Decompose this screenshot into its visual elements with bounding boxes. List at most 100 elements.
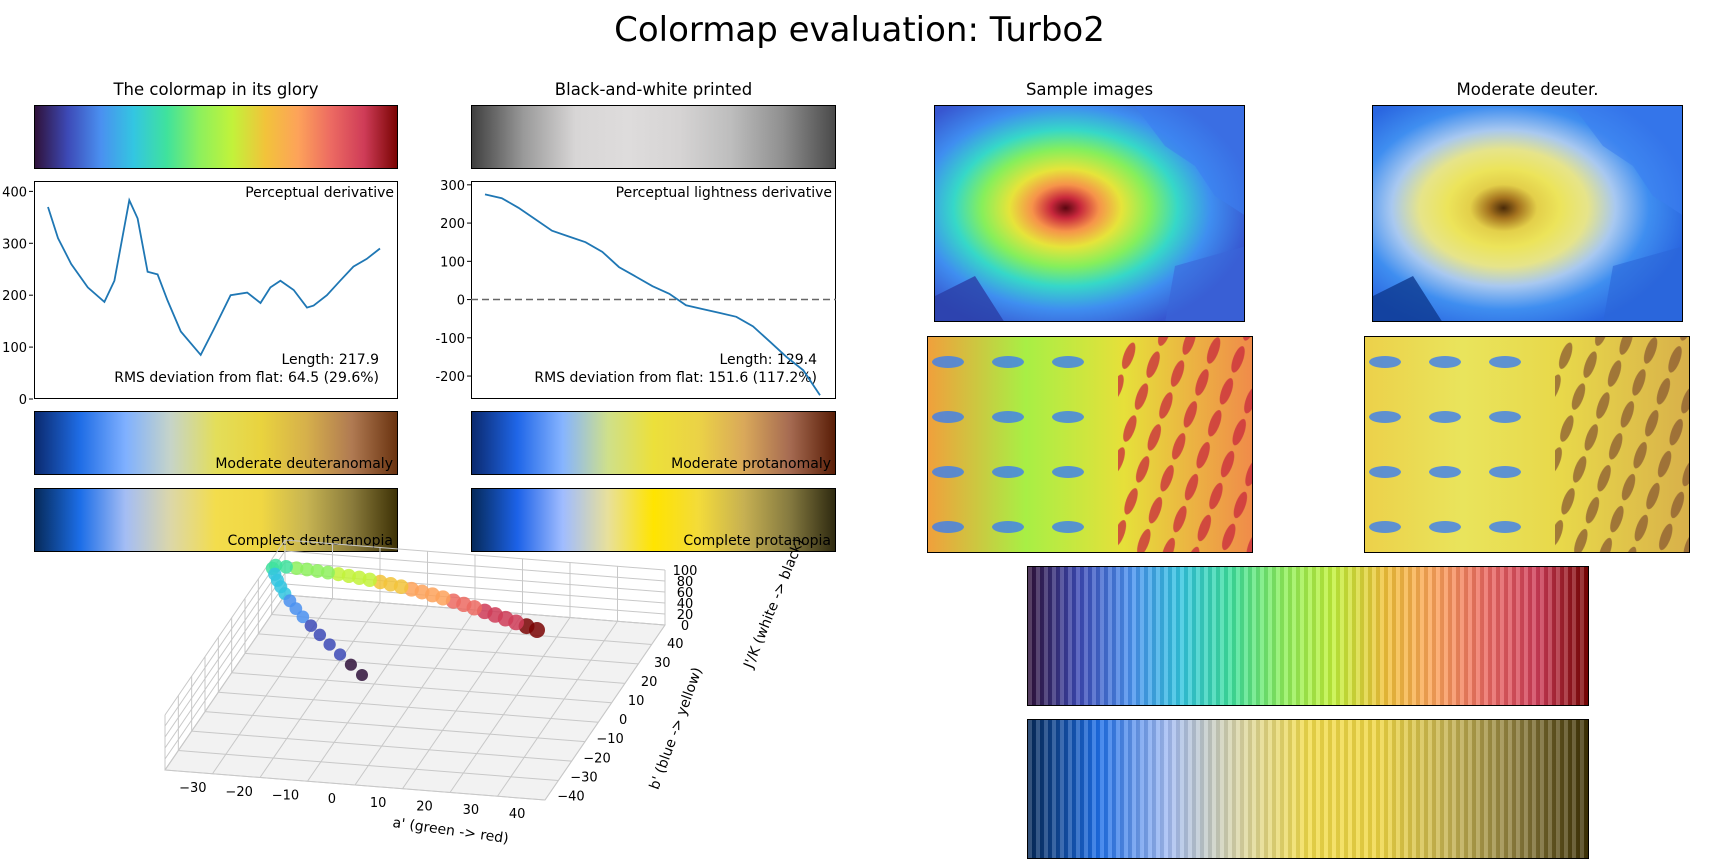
grid-line [164,594,286,771]
3d-ytick-label: −30 [570,770,597,785]
3d-ytick-label: −20 [583,751,610,766]
ytick-label: 0 [19,393,27,408]
comp-protanopia-label: Complete protanopia [683,533,831,549]
lightness-derivative-axes: Perceptual lightness derivative Length: … [471,181,836,399]
grid-line [164,769,546,801]
grid-line [497,620,618,797]
3d-xtick-label: 20 [416,799,433,814]
scatter-point [323,638,336,651]
3d-yticks: −40 −30 −20 −10 010 20 30 40 [557,637,683,804]
grid-line [271,613,652,645]
sample-pattern-graphic [928,337,1252,552]
grid-line [259,602,381,778]
3d-xticks: −30 −20 −10 0 10 20 30 40 [179,781,525,822]
grid-line [218,691,599,723]
3d-ztick-label: 20 [677,608,694,623]
ytick-label: 200 [2,289,27,304]
ytick-label: 200 [440,217,465,232]
3d-xlabel: a' (green -> red) [392,815,510,847]
3d-ytick-label: 40 [667,637,684,652]
sample-pattern-image [927,336,1253,553]
comp-protanopia-bar: Complete protanopia [471,488,836,552]
scatter-point [331,567,346,582]
scatter-point [289,602,303,615]
sample-terrain-image [934,105,1245,322]
3d-xtick-label: −10 [272,789,299,804]
series-line [484,193,821,396]
3d-grid [164,539,666,801]
colorspace-3d-scatter: −30 −20 −10 0 10 20 30 40 −40 −30 −20 −10 0 10 20 30 40… [164,536,808,847]
3d-ztick-label: 0 [681,619,689,634]
figure-title: Colormap evaluation: Turbo2 [614,10,1105,50]
grid-line [402,613,523,790]
grid-line [354,609,476,786]
light-length: Length: 129.4 [719,352,817,368]
ytick-label: -200 [435,370,465,385]
glory-title: The colormap in its glory [113,80,319,99]
deriv-title: Perceptual derivative [245,185,394,201]
mod-deuteranomaly-label: Moderate deuteranomaly [215,456,393,472]
scatter-point [300,562,314,577]
3d-ztick-label: 80 [677,575,694,590]
3d-xtick-label: −20 [225,785,252,800]
light-rms: RMS deviation from flat: 151.6 (117.2%) [534,370,817,386]
3d-xtick-label: 30 [463,803,480,818]
grid-line [164,561,286,738]
ytick-label: 300 [440,179,465,194]
sample-terrain-graphic [935,106,1244,321]
ytick-label: -100 [435,332,465,347]
scatter-point [279,560,293,574]
grid-line [244,652,626,684]
ytick-label: 400 [2,185,27,200]
ytick-label: 300 [2,237,27,252]
perceptual-derivative-axes: Perceptual derivative Length: 217.9 RMS … [34,181,398,399]
grid-line [164,550,286,727]
deuter-terrain-image [1372,105,1683,322]
colormap-bar [34,105,398,169]
scatter-point [296,610,310,624]
scatter-point [352,570,367,585]
3d-ytick-label: 20 [641,675,658,690]
grid-line [449,617,571,793]
deriv-rms: RMS deviation from flat: 64.5 (29.6%) [114,370,379,386]
3d-xtick-label: −30 [179,781,206,796]
deuter-pattern-graphic [1365,337,1689,552]
comp-deuteranopia-bar: Complete deuteranopia [34,488,398,552]
deuter-title: Moderate deuter. [1456,80,1599,99]
scatter-point [310,564,325,578]
mod-protanomaly-label: Moderate protanomaly [671,456,831,472]
3d-xtick-label: 10 [370,796,387,811]
scatter-point [289,561,304,575]
grid-line [544,624,666,801]
bw-title: Black-and-white printed [554,80,753,99]
3d-ztick-label: 40 [677,597,694,612]
ytick-label: 0 [457,294,465,309]
mod-protanomaly-bar: Moderate protanomaly [471,411,836,475]
scatter-point [313,628,327,642]
grid-line [164,583,286,760]
3d-ytick-label: −10 [596,732,623,747]
deriv-yticks: 0 100 200 300 400 [2,185,33,408]
scatter-point [341,568,356,584]
3d-ztick-label: 100 [673,564,698,579]
grid-line [178,750,559,782]
3d-ytick-label: −40 [557,789,584,804]
ytick-label: 100 [2,341,27,356]
3d-zlabel: J'/K (white -> black) [741,536,808,671]
3d-ytick-label: 0 [619,713,627,728]
grid-line [231,672,612,704]
striped-colormap-bar [1027,566,1589,706]
striped-deuter-bar [1027,719,1589,859]
grid-line [307,605,428,782]
3d-xtick-label: 40 [509,807,526,822]
deuter-pattern-image [1364,336,1690,553]
scatter-point [333,648,347,661]
3d-xtick-label: 0 [328,792,336,807]
scatter-point [344,658,357,671]
scatter-point [356,669,368,681]
grid-line [164,539,286,716]
3d-points [265,558,545,681]
light-yticks: -200 -100 0 100 200 300 [435,179,471,385]
samples-title: Sample images [1025,80,1154,99]
